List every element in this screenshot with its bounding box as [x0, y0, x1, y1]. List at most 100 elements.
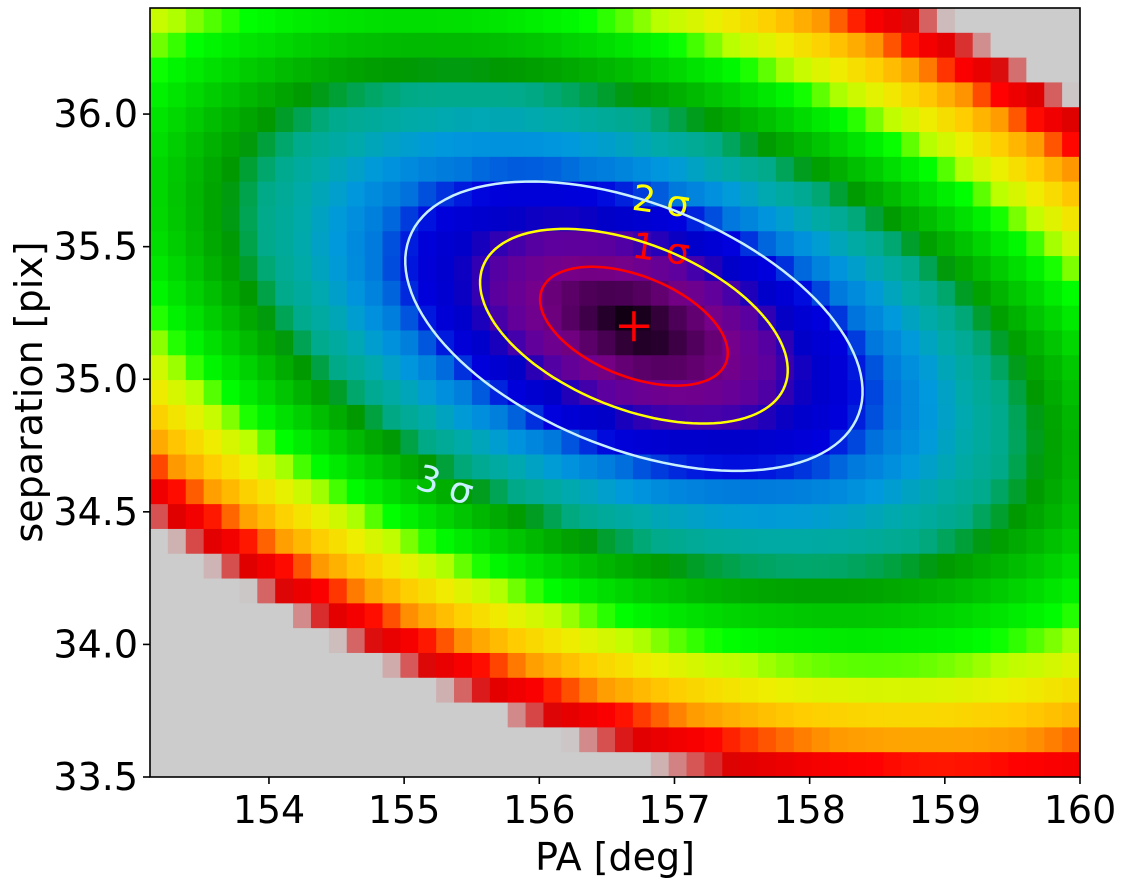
heatmap-cell: [811, 454, 831, 480]
heatmap-cell: [150, 256, 169, 282]
heatmap-cell: [1008, 479, 1027, 505]
heatmap-cell: [561, 355, 580, 381]
heatmap-cell: [686, 82, 706, 108]
heatmap-cell: [775, 677, 795, 704]
heatmap-cell: [525, 677, 545, 704]
heatmap-cell: [239, 32, 258, 59]
heatmap-cell: [489, 429, 509, 456]
heatmap-cell: [471, 404, 491, 431]
heatmap-cell: [561, 504, 580, 530]
heatmap-cell: [275, 206, 294, 232]
heatmap-cell: [758, 206, 777, 232]
heatmap-cell: [758, 156, 777, 183]
plot-frame: [149, 7, 1081, 778]
heatmap-cell: [829, 504, 849, 530]
heatmap-cell: [1062, 429, 1080, 456]
heatmap-cell: [668, 752, 688, 777]
heatmap-cell: [167, 305, 187, 332]
heatmap-cell: [972, 156, 992, 183]
heatmap-cell: [293, 752, 312, 777]
heatmap-cell: [668, 702, 688, 728]
heatmap-cell: [632, 752, 652, 777]
heatmap-cell: [972, 330, 992, 356]
heatmap-cell: [704, 305, 723, 332]
heatmap-cell: [597, 231, 616, 257]
heatmap-cell: [1008, 32, 1027, 59]
heatmap-cell: [489, 404, 509, 431]
heatmap-cell: [167, 628, 187, 654]
heatmap-cell: [346, 231, 366, 257]
heatmap-cell: [597, 404, 616, 431]
heatmap-cell: [346, 454, 366, 480]
heatmap-cell: [221, 206, 241, 232]
heatmap-cell: [1008, 603, 1027, 629]
heatmap-cell: [543, 727, 562, 753]
heatmap-cell: [400, 454, 419, 480]
heatmap-cell: [1026, 355, 1045, 381]
heatmap-cell: [597, 305, 616, 332]
heatmap-cell: [775, 330, 795, 356]
heatmap-cell: [793, 727, 813, 753]
heatmap-cell: [972, 82, 992, 108]
heatmap-cell: [167, 355, 187, 381]
heatmap-cell: [1008, 752, 1027, 777]
heatmap-cell: [615, 553, 634, 580]
heatmap-cell: [847, 752, 866, 777]
heatmap-cell: [650, 603, 670, 629]
heatmap-cell: [883, 8, 902, 34]
heatmap-cell: [883, 504, 902, 530]
heatmap-cell: [632, 528, 652, 555]
heatmap-cell: [454, 355, 473, 381]
heatmap-cell: [454, 156, 473, 183]
heatmap-cell: [257, 8, 276, 34]
heatmap-cell: [811, 355, 831, 381]
heatmap-cell: [239, 231, 258, 257]
heatmap-cell: [328, 305, 348, 332]
heatmap-cell: [704, 330, 723, 356]
heatmap-cell: [829, 528, 849, 555]
heatmap-cell: [597, 156, 616, 183]
heatmap-cell: [382, 280, 401, 307]
heatmap-cell: [632, 231, 652, 257]
heatmap-cell: [239, 553, 258, 580]
heatmap-cell: [579, 305, 598, 332]
heatmap-cell: [239, 156, 258, 183]
heatmap-cell: [418, 677, 437, 704]
heatmap-cell: [972, 256, 992, 282]
heatmap-cell: [185, 280, 205, 307]
heatmap-cell: [346, 206, 366, 232]
heatmap-cell: [328, 57, 348, 84]
heatmap-cell: [454, 132, 473, 158]
heatmap-cell: [471, 603, 491, 629]
y-tick-label: 34.5: [53, 490, 138, 534]
heatmap-cell: [507, 628, 527, 654]
heatmap-cell: [829, 107, 849, 133]
heatmap-cell: [847, 305, 866, 332]
heatmap-cell: [811, 156, 831, 183]
heatmap-cell: [436, 32, 455, 59]
heatmap-cell: [901, 603, 920, 629]
heatmap-cell: [436, 380, 455, 406]
heatmap-cell: [167, 528, 187, 555]
heatmap-cell: [257, 355, 276, 381]
heatmap-cell: [328, 8, 348, 34]
heatmap-cell: [615, 32, 634, 59]
heatmap-cell: [632, 132, 652, 158]
heatmap-cell: [418, 702, 437, 728]
heatmap-cell: [722, 528, 741, 555]
heatmap-cell: [1044, 380, 1063, 406]
heatmap-cell: [990, 256, 1010, 282]
heatmap-cell: [257, 380, 276, 406]
heatmap-cell: [471, 156, 491, 183]
heatmap-cell: [525, 553, 545, 580]
heatmap-cell: [275, 404, 294, 431]
heatmap-cell: [346, 57, 366, 84]
heatmap-cell: [418, 8, 437, 34]
heatmap-cell: [775, 727, 795, 753]
heatmap-cell: [436, 578, 455, 604]
heatmap-cell: [150, 330, 169, 356]
heatmap-cell: [382, 231, 401, 257]
heatmap-cell: [507, 8, 527, 34]
heatmap-cell: [972, 355, 992, 381]
heatmap-cell: [507, 256, 527, 282]
